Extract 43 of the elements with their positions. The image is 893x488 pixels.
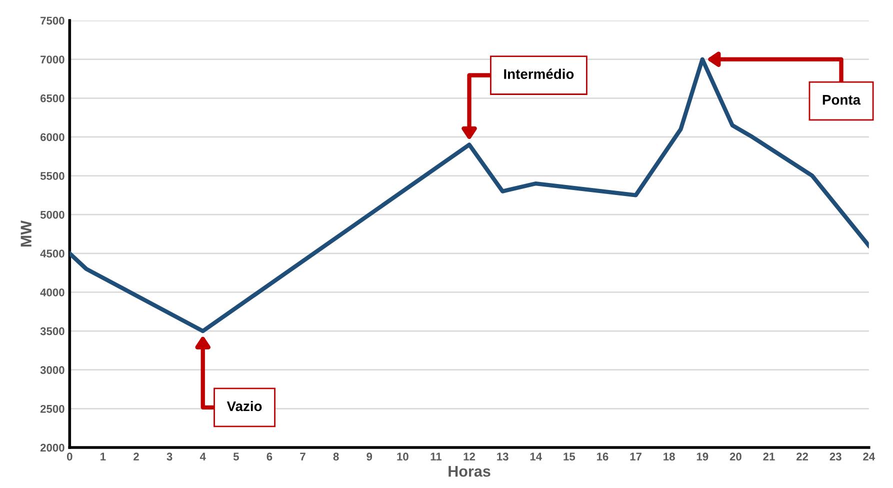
annotation: Ponta [822, 95, 861, 105]
x-tick-label: 16 [597, 452, 608, 461]
x-tick-label: 23 [830, 452, 842, 461]
y-tick-label: 3500 [40, 327, 64, 336]
x-tick-label: 5 [233, 452, 239, 461]
x-tick-label: 21 [763, 452, 775, 460]
x-tick-label: 13 [497, 452, 508, 461]
annotation: Vazio [226, 400, 262, 412]
line-series [70, 57, 869, 334]
y-tick-label: 7000 [40, 56, 64, 64]
x-axis-title: Horas [448, 466, 490, 477]
y-tick-label: 4500 [40, 250, 64, 258]
y-tick-label: 5000 [40, 210, 64, 219]
y-tick-label: 4000 [40, 288, 64, 296]
y-tick-label: 2000 [40, 444, 64, 452]
y-axis-title: MW [20, 220, 32, 247]
x-tick-label: 19 [696, 452, 708, 461]
y-tick-label: 2500 [40, 404, 64, 413]
y-tick-label: 6000 [40, 133, 64, 142]
x-tick-label: 1 [100, 452, 106, 460]
x-tick-label: 6 [266, 452, 272, 461]
x-tick-label: 15 [564, 452, 576, 461]
x-tick-label: 20 [730, 452, 742, 461]
x-tick-label: 4 [200, 452, 206, 460]
y-tick-label: 5500 [40, 172, 64, 180]
x-tick-label: 2 [134, 452, 139, 460]
y-tick-label: 3000 [40, 366, 64, 374]
x-tick-label: 11 [430, 452, 442, 460]
x-tick-label: 8 [333, 452, 339, 461]
x-tick-label: 12 [464, 452, 476, 460]
x-tick-label: 0 [67, 452, 72, 461]
x-tick-label: 7 [300, 452, 306, 460]
annotation: Intermédio [504, 68, 574, 79]
x-tick-label: 17 [630, 452, 642, 460]
x-tick-label: 18 [664, 452, 675, 461]
x-tick-label: 24 [863, 452, 876, 460]
x-tick-label: 9 [366, 452, 372, 461]
y-tick-label: 6500 [40, 94, 64, 102]
y-tick-label: 7500 [40, 16, 64, 25]
x-tick-label: 22 [796, 452, 808, 460]
x-tick-label: 3 [166, 452, 172, 461]
x-tick-label: 14 [530, 452, 542, 460]
x-tick-label: 10 [397, 452, 408, 461]
